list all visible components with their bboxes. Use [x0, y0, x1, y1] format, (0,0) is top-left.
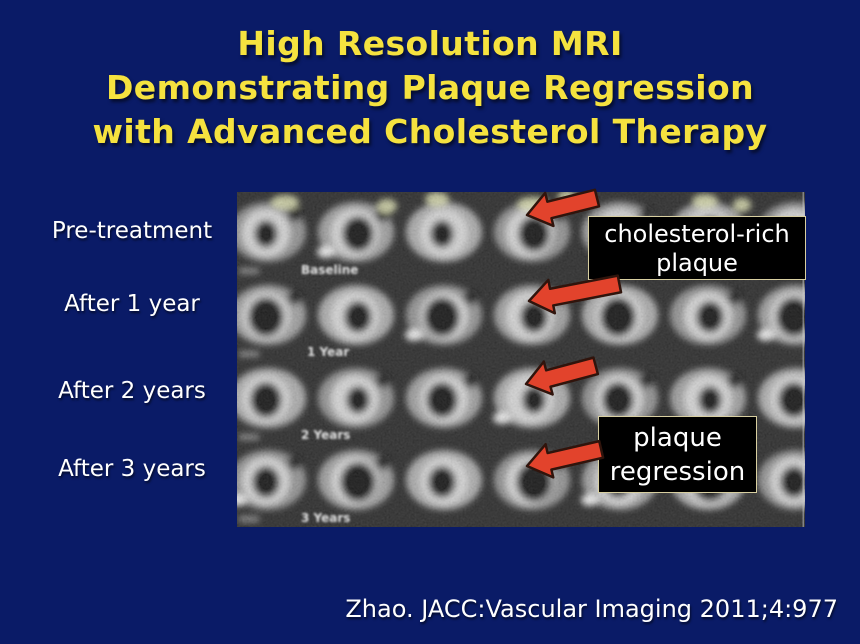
row-label-pre-treatment: Pre-treatment [51, 218, 213, 244]
citation: Zhao. JACC:Vascular Imaging 2011;4:977 [345, 595, 838, 623]
mri-right-edge-line [802, 192, 804, 527]
row-label-after-1-year: After 1 year [64, 291, 200, 317]
title-line-2: Demonstrating Plaque Regression [106, 68, 754, 107]
callout-text-line: plaque [633, 423, 722, 453]
callout-cholesterol-rich-plaque: cholesterol-rich plaque [588, 216, 806, 280]
title-line-1: High Resolution MRI [237, 24, 623, 63]
title-line-3: with Advanced Cholesterol Therapy [92, 112, 768, 151]
row-label-after-3-years: After 3 years [58, 456, 206, 482]
mri-frame-label-2-years: 2 Years [301, 428, 350, 442]
callout-plaque-regression: plaque regression [598, 416, 757, 493]
mri-frame-label-1-year: 1 Year [307, 345, 349, 359]
slide-title: High Resolution MRI Demonstrating Plaque… [0, 22, 860, 154]
row-label-after-2-years: After 2 years [58, 378, 206, 404]
mri-frame-label-3-years: 3 Years [301, 511, 350, 525]
callout-text-line: cholesterol-rich [604, 220, 790, 248]
callout-text-line: regression [609, 457, 746, 487]
mri-frame-label-baseline: Baseline [301, 263, 358, 277]
callout-text-line: plaque [656, 249, 738, 277]
